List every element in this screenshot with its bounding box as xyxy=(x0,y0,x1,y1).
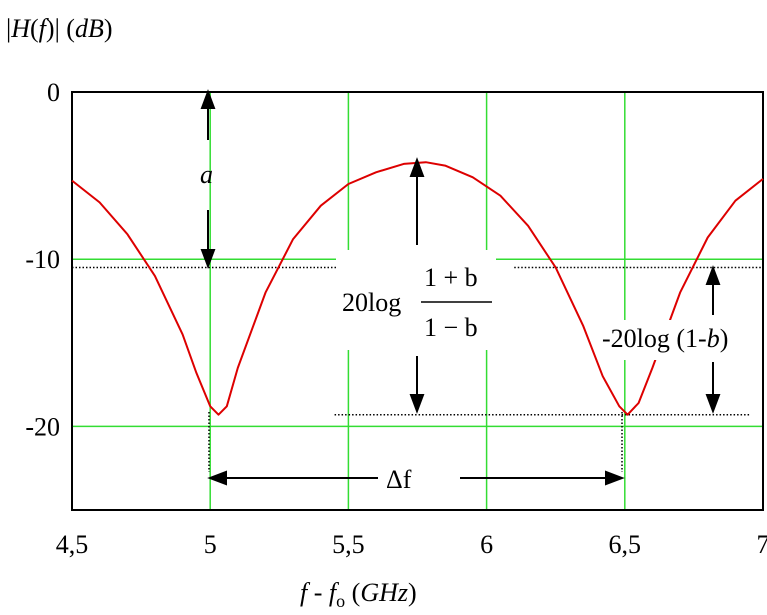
tick-labels: 4,5 5 5,5 6 6,5 7 0 -10 -20 xyxy=(25,78,767,559)
arrow-mid-up-head xyxy=(409,157,425,177)
annotation-log-coef: 20log xyxy=(342,288,401,317)
x-tick-label-0: 4,5 xyxy=(56,530,89,559)
annotation-a: a xyxy=(200,160,213,189)
y-tick-label-2: -20 xyxy=(25,412,60,441)
formula-bg xyxy=(336,250,496,350)
y-tick-label-0: 0 xyxy=(47,78,60,107)
x-tick-label-2: 5,5 xyxy=(332,530,365,559)
annotation-numerator: 1 + b xyxy=(424,263,478,292)
annotation-arrows xyxy=(200,89,721,486)
plot-frame xyxy=(71,91,764,511)
x-axis-label: f - fo (GHz) xyxy=(300,578,417,612)
arrow-df-left-head xyxy=(207,470,227,486)
annotation-denominator: 1 − b xyxy=(424,313,478,342)
annotation-delta-f: Δf xyxy=(386,465,412,494)
x-tick-label-1: 5 xyxy=(204,530,217,559)
y-tick-label-1: -10 xyxy=(25,245,60,274)
series-line-0 xyxy=(71,161,764,416)
x-tick-label-5: 7 xyxy=(757,530,767,559)
x-tick-label-4: 6,5 xyxy=(609,530,642,559)
arrow-right-down-head xyxy=(705,394,721,414)
reference-lines xyxy=(72,266,763,416)
y-axis-label: |H(f)| (dB) xyxy=(6,14,113,43)
arrow-mid-down-head xyxy=(409,394,425,414)
right-formula-bg xyxy=(600,320,760,360)
series-group xyxy=(71,161,764,416)
x-tick-label-3: 6 xyxy=(480,530,493,559)
arrow-a-down-head xyxy=(200,249,216,269)
arrow-df-right-head xyxy=(605,470,625,486)
arrow-right-up-head xyxy=(705,265,721,285)
annotation-right-formula: -20log (1-b) xyxy=(602,324,728,353)
arrow-a-up-head xyxy=(200,89,216,109)
